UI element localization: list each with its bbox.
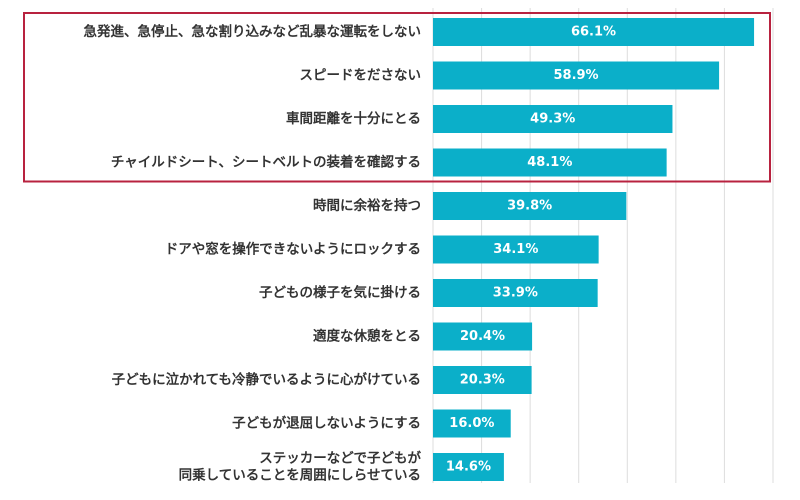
category-label: ドアや窓を操作できないようにロックする	[165, 241, 421, 258]
category-label: ステッカーなどで子どもが	[259, 450, 421, 467]
category-label: 時間に余裕を持つ	[313, 197, 421, 214]
value-label: 48.1%	[527, 155, 572, 170]
category-label: 子どもが退屈しないようにする	[232, 415, 421, 432]
category-label: 同乗していることを周囲にしらせている	[179, 467, 421, 484]
value-label: 16.0%	[449, 416, 494, 431]
value-labels: 66.1% 58.9% 49.3% 48.1% 39.8% 34.1% 33.9% 20.4%…	[446, 25, 616, 475]
category-label: チャイルドシート、シートベルトの装着を確認する	[111, 154, 421, 171]
value-label: 58.9%	[553, 68, 598, 83]
category-label: 子どもの様子を気に掛ける	[259, 284, 421, 301]
value-label: 14.6%	[446, 460, 491, 475]
bar	[433, 366, 532, 394]
value-label: 66.1%	[571, 25, 616, 40]
category-labels: 急発進、急停止、急な割り込みなど乱暴な運転をしないスピードをださない車間距離を十…	[84, 23, 422, 484]
category-label: 子どもに泣かれても冷静でいるように心がけている	[112, 371, 421, 388]
category-label: スピードをださない	[300, 68, 422, 84]
bar	[433, 192, 627, 220]
value-label: 34.1%	[493, 242, 538, 257]
bar	[433, 279, 598, 307]
category-label: 急発進、急停止、急な割り込みなど乱暴な運転をしない	[84, 23, 422, 40]
category-label: 適度な休憩をとる	[313, 328, 421, 345]
bar	[433, 235, 599, 264]
category-label: 車間距離を十分にとる	[286, 110, 421, 127]
bar	[433, 322, 533, 351]
bar	[433, 148, 667, 177]
value-label: 33.9%	[493, 286, 538, 301]
value-label: 39.8%	[507, 199, 552, 214]
bar	[433, 409, 511, 438]
bar	[433, 105, 673, 133]
bar	[433, 18, 755, 46]
bars	[433, 18, 755, 481]
bar	[433, 453, 504, 481]
value-label: 20.4%	[460, 329, 505, 344]
value-label: 20.3%	[460, 373, 505, 388]
highlight-box	[23, 12, 771, 183]
bar	[433, 61, 720, 90]
value-label: 49.3%	[530, 112, 575, 127]
